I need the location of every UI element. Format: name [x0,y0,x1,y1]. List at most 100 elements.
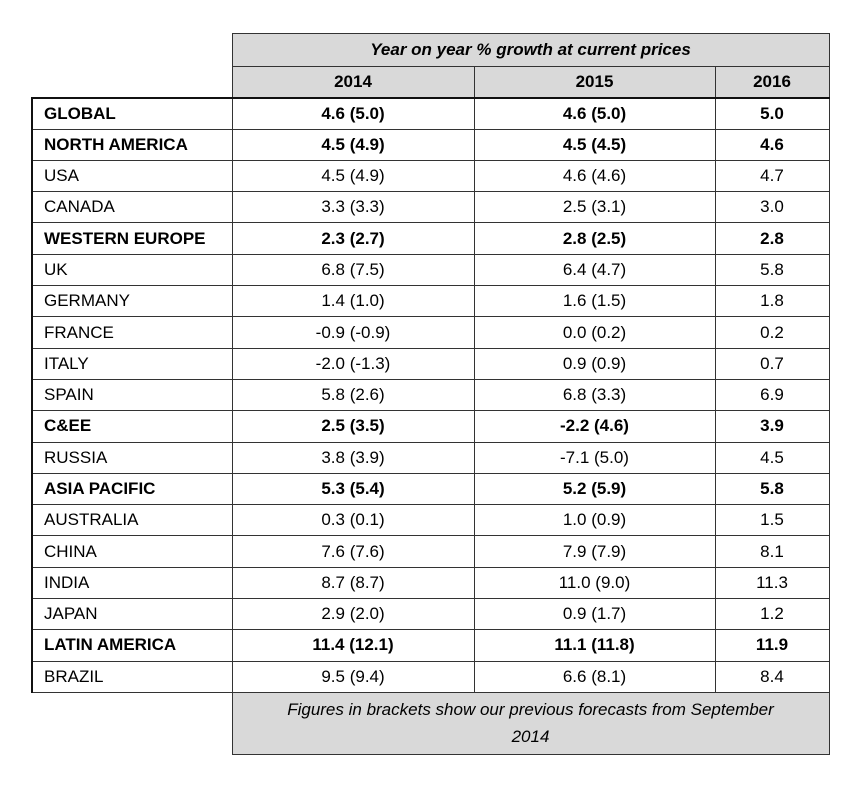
region-name: LATIN AMERICA [31,629,233,662]
value-cell-2014: 9.5 (9.4) [231,660,475,693]
value-cell-2014: -0.9 (-0.9) [231,316,475,349]
region-name: AUSTRALIA [31,504,233,537]
table-body: GLOBAL 4.6 (5.0) 4.6 (5.0) 5.0 NORTH AMERICA… [31,96,830,693]
value-cell-2016: 3.9 [714,410,830,443]
value-cell-2015: 6.4 (4.7) [473,253,716,287]
value-cell-2015: 11.0 (9.0) [473,566,716,600]
value-cell-2015: 0.9 (1.7) [473,598,716,631]
table-row: WESTERN EUROPE 2.3 (2.7) 2.8 (2.5) 2.8 [31,222,830,255]
value-cell-2016: 3.0 [714,191,830,224]
value-cell-2015: -2.2 (4.6) [473,410,716,443]
value-cell-2016: 5.0 [714,96,830,130]
value-cell-2015: 0.9 (0.9) [473,347,716,380]
table-row: UK 6.8 (7.5) 6.4 (4.7) 5.8 [31,253,830,287]
region-name: USA [31,159,233,193]
value-cell-2014: 3.8 (3.9) [231,441,475,474]
value-cell-2015: 7.9 (7.9) [473,535,716,568]
table-row: RUSSIA 3.8 (3.9) -7.1 (5.0) 4.5 [31,441,830,474]
value-cell-2014: -2.0 (-1.3) [231,347,475,380]
corner-blank [32,67,232,98]
table-row: GERMANY 1.4 (1.0) 1.6 (1.5) 1.8 [31,285,830,318]
value-cell-2015: 11.1 (11.8) [473,629,716,662]
value-cell-2016: 11.3 [714,566,830,600]
region-name: FRANCE [31,316,233,349]
value-cell-2015: 0.0 (0.2) [473,316,716,349]
corner-blank [32,34,232,67]
value-cell-2016: 0.7 [714,347,830,380]
table-row: C&EE 2.5 (3.5) -2.2 (4.6) 3.9 [31,410,830,443]
value-cell-2016: 8.4 [714,660,830,693]
region-name: ITALY [31,347,233,380]
table-row: AUSTRALIA 0.3 (0.1) 1.0 (0.9) 1.5 [31,504,830,537]
region-name: SPAIN [31,378,233,412]
table-row: ITALY -2.0 (-1.3) 0.9 (0.9) 0.7 [31,347,830,380]
region-name: JAPAN [31,598,233,631]
column-header-2016: 2016 [714,65,830,99]
value-cell-2015: 4.6 (4.6) [473,159,716,193]
value-cell-2015: -7.1 (5.0) [473,441,716,474]
value-cell-2014: 3.3 (3.3) [231,191,475,224]
value-cell-2016: 5.8 [714,472,830,506]
value-cell-2014: 2.3 (2.7) [231,222,475,255]
value-cell-2014: 4.5 (4.9) [231,159,475,193]
value-cell-2014: 2.5 (3.5) [231,410,475,443]
table-row: SPAIN 5.8 (2.6) 6.8 (3.3) 6.9 [31,378,830,412]
region-name: C&EE [31,410,233,443]
column-header-2015: 2015 [473,65,716,99]
value-cell-2015: 1.0 (0.9) [473,504,716,537]
value-cell-2016: 4.7 [714,159,830,193]
region-name: RUSSIA [31,441,233,474]
growth-table: Year on year % growth at current prices … [31,33,830,755]
value-cell-2015: 1.6 (1.5) [473,285,716,318]
value-cell-2016: 2.8 [714,222,830,255]
table-row: JAPAN 2.9 (2.0) 0.9 (1.7) 1.2 [31,598,830,631]
value-cell-2015: 4.6 (5.0) [473,96,716,130]
value-cell-2015: 5.2 (5.9) [473,472,716,506]
table-title: Year on year % growth at current prices [231,33,830,67]
value-cell-2015: 2.8 (2.5) [473,222,716,255]
table-row: ASIA PACIFIC 5.3 (5.4) 5.2 (5.9) 5.8 [31,472,830,506]
value-cell-2014: 8.7 (8.7) [231,566,475,600]
value-cell-2014: 5.8 (2.6) [231,378,475,412]
region-name: INDIA [31,566,233,600]
table-row: GLOBAL 4.6 (5.0) 4.6 (5.0) 5.0 [31,96,830,130]
value-cell-2016: 4.6 [714,128,830,161]
corner-blank [32,692,232,754]
table-row: CANADA 3.3 (3.3) 2.5 (3.1) 3.0 [31,191,830,224]
table-row: LATIN AMERICA 11.4 (12.1) 11.1 (11.8) 11.9 [31,629,830,662]
region-name: GERMANY [31,285,233,318]
value-cell-2014: 7.6 (7.6) [231,535,475,568]
value-cell-2014: 0.3 (0.1) [231,504,475,537]
region-name: BRAZIL [31,660,233,693]
value-cell-2014: 11.4 (12.1) [231,629,475,662]
region-name: NORTH AMERICA [31,128,233,161]
value-cell-2016: 6.9 [714,378,830,412]
region-name: CHINA [31,535,233,568]
value-cell-2014: 4.5 (4.9) [231,128,475,161]
value-cell-2015: 4.5 (4.5) [473,128,716,161]
region-name: ASIA PACIFIC [31,472,233,506]
value-cell-2015: 6.8 (3.3) [473,378,716,412]
value-cell-2015: 2.5 (3.1) [473,191,716,224]
footnote: Figures in brackets show our previous fo… [231,691,830,755]
value-cell-2014: 6.8 (7.5) [231,253,475,287]
value-cell-2016: 11.9 [714,629,830,662]
value-cell-2016: 1.8 [714,285,830,318]
table-row: INDIA 8.7 (8.7) 11.0 (9.0) 11.3 [31,566,830,600]
value-cell-2016: 1.2 [714,598,830,631]
column-header-2014: 2014 [231,65,475,99]
value-cell-2014: 1.4 (1.0) [231,285,475,318]
table-row: NORTH AMERICA 4.5 (4.9) 4.5 (4.5) 4.6 [31,128,830,161]
region-name: WESTERN EUROPE [31,222,233,255]
table-row: USA 4.5 (4.9) 4.6 (4.6) 4.7 [31,159,830,193]
value-cell-2016: 4.5 [714,441,830,474]
value-cell-2016: 5.8 [714,253,830,287]
table-row: CHINA 7.6 (7.6) 7.9 (7.9) 8.1 [31,535,830,568]
value-cell-2015: 6.6 (8.1) [473,660,716,693]
value-cell-2016: 8.1 [714,535,830,568]
table-row: FRANCE -0.9 (-0.9) 0.0 (0.2) 0.2 [31,316,830,349]
value-cell-2014: 4.6 (5.0) [231,96,475,130]
region-name: CANADA [31,191,233,224]
table-row: BRAZIL 9.5 (9.4) 6.6 (8.1) 8.4 [31,660,830,693]
value-cell-2014: 2.9 (2.0) [231,598,475,631]
